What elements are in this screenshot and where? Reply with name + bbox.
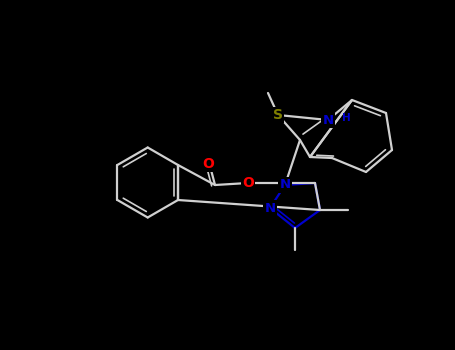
Text: S: S bbox=[273, 108, 283, 122]
Text: O: O bbox=[242, 176, 254, 190]
Text: N: N bbox=[323, 113, 334, 126]
Text: O: O bbox=[202, 157, 214, 171]
Text: N: N bbox=[264, 202, 276, 215]
Text: N: N bbox=[279, 178, 291, 191]
Text: H: H bbox=[342, 113, 351, 123]
